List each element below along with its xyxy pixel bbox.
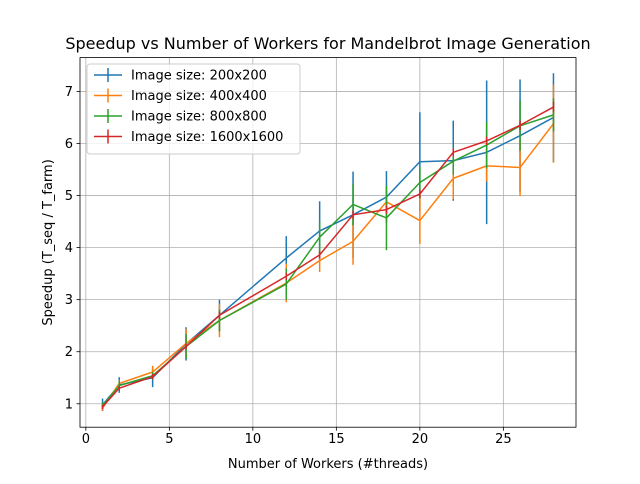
x-tick-label: 20 — [412, 432, 429, 447]
legend: Image size: 200x200 Image size: 400x400 Im… — [86, 63, 301, 155]
series-line — [101, 123, 555, 409]
legend-label: Image size: 1600x1600 — [131, 130, 283, 145]
y-tick-label: 7 — [65, 85, 73, 100]
legend-box — [86, 63, 301, 155]
x-tick-label: 15 — [328, 432, 345, 447]
series-line — [101, 106, 554, 408]
y-tick-label: 6 — [65, 137, 73, 152]
x-tick-label: 0 — [82, 432, 90, 447]
y-tick-label: 2 — [65, 345, 73, 360]
y-tick-label: 4 — [65, 241, 73, 256]
x-tick-label: 25 — [495, 432, 512, 447]
series-4 — [101, 101, 555, 409]
x-tick-label: 10 — [245, 432, 262, 447]
x-axis-label: Number of Workers (#threads) — [228, 457, 428, 472]
legend-label: Image size: 400x400 — [131, 89, 267, 104]
chart-title: Speedup vs Number of Workers for Mandelb… — [65, 34, 590, 53]
legend-label: Image size: 200x200 — [131, 69, 267, 84]
y-tick-label: 5 — [65, 189, 73, 204]
y-tick-label: 1 — [65, 397, 73, 412]
y-axis-label: Speedup (T_seq / T_farm) — [41, 159, 56, 325]
series-layer — [101, 73, 555, 412]
axis-ticks: 0 5 10 15 20 25 1 2 3 4 5 6 7 — [65, 85, 512, 447]
legend-label: Image size: 800x800 — [131, 110, 267, 125]
y-tick-label: 3 — [65, 293, 73, 308]
axes-frame — [79, 57, 577, 428]
x-tick-label: 5 — [165, 432, 173, 447]
